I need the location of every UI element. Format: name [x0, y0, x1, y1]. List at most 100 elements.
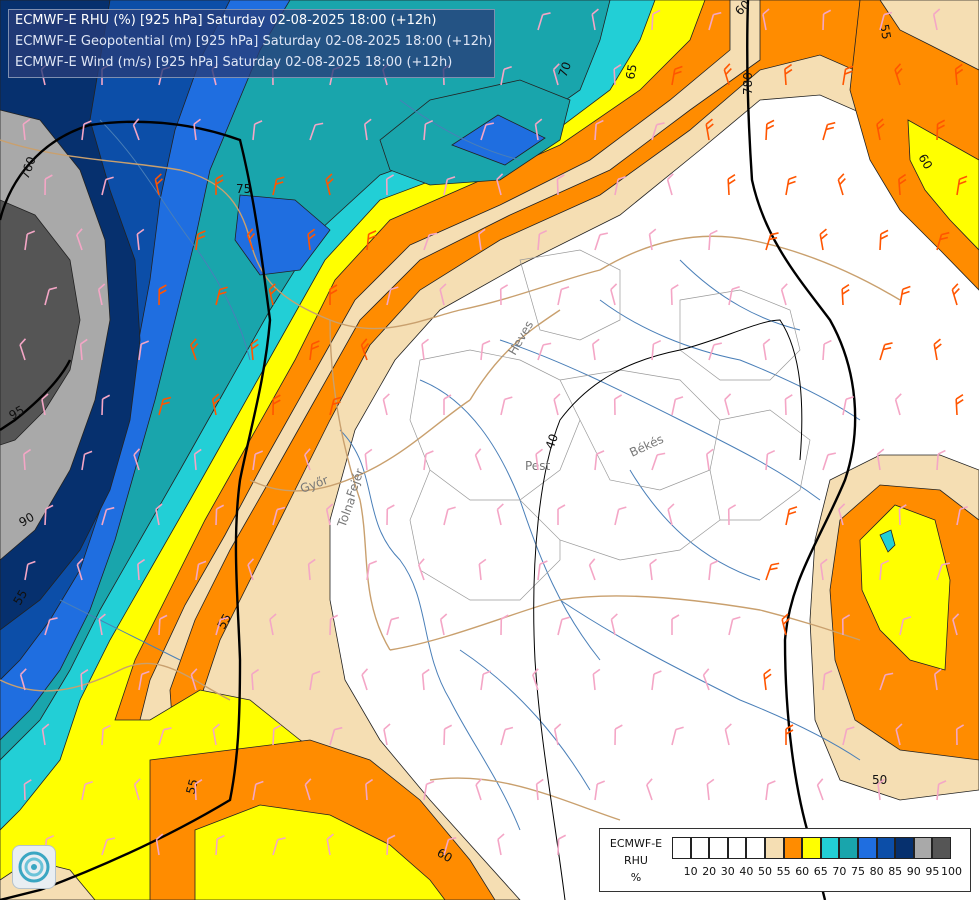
wind-barb [499, 284, 509, 306]
wind-barb [532, 668, 539, 691]
wind-barb [876, 448, 885, 471]
legend-tick-75: 75 [851, 865, 865, 878]
wind-barb [781, 613, 790, 636]
legend-tick-70: 70 [832, 865, 847, 878]
wind-barb [132, 118, 140, 141]
rhu-legend: ECMWF-E RHU % 10 20 30 40 50 55 60 65 70 75 80 85 90… [599, 828, 971, 892]
wind-barb [879, 229, 889, 251]
title-wind: ECMWF-E Wind (m/s) [925 hPa] Saturday 02… [15, 55, 453, 70]
wind-barb [537, 342, 552, 361]
wind-barb [594, 119, 604, 141]
wind-barb [553, 723, 562, 746]
wind-barb [76, 558, 84, 581]
contour-label-780: 780 [741, 72, 755, 95]
wind-barb [250, 338, 259, 361]
wind-barb [728, 285, 740, 306]
wind-barb [956, 175, 968, 196]
wind-barb [101, 394, 111, 416]
wind-barb [252, 120, 263, 141]
legend-title-model: ECMWF-E [609, 837, 663, 850]
wind-barb [537, 12, 551, 31]
wind-barb [671, 65, 683, 86]
wind-barb [537, 229, 548, 251]
wind-barb [41, 723, 50, 746]
wind-barb [101, 506, 115, 526]
wind-barb [876, 118, 885, 141]
wind-barb [365, 778, 374, 801]
wind-barb [671, 396, 684, 416]
wind-barb [137, 558, 146, 581]
wind-barb [670, 284, 679, 306]
wind-barb [500, 396, 513, 416]
wind-barb [383, 723, 391, 746]
wind-barb [933, 668, 942, 691]
wind-barb [705, 118, 714, 141]
wind-barb [423, 119, 434, 141]
rh-patch-blue-upper [451, 114, 546, 166]
wind-barb [309, 670, 321, 691]
wind-barb [785, 175, 797, 196]
wind-barb [784, 63, 793, 86]
legend-tick-95: 95 [925, 865, 940, 878]
legend-tick-20: 20 [702, 865, 717, 878]
legend-swatch-95 [913, 837, 933, 859]
wind-barb [158, 284, 167, 306]
wind-barb [423, 780, 435, 801]
wind-barb [246, 228, 256, 251]
wind-barb [307, 228, 316, 251]
wind-barb [842, 726, 855, 746]
legend-tick-55: 55 [776, 865, 791, 878]
wind-barb [474, 448, 482, 471]
wind-barb [497, 833, 505, 856]
wind-barb [158, 727, 172, 746]
legend-swatch-10 [672, 837, 691, 859]
wind-barb [955, 724, 965, 746]
wind-barb [309, 122, 324, 141]
legend-tick-60: 60 [795, 865, 810, 878]
legend-tick-10: 10 [683, 865, 698, 878]
legend-swatch-90 [895, 837, 914, 859]
wind-barb [594, 780, 606, 801]
wind-barb [649, 558, 657, 581]
contour-label-70: 70 [556, 60, 574, 79]
wind-barb [822, 452, 837, 471]
wind-barb [421, 668, 430, 691]
wind-barb [705, 448, 714, 471]
wind-barb [895, 723, 903, 746]
wind-barb [80, 668, 89, 691]
wind-barb [138, 670, 150, 691]
wind-barb [136, 228, 145, 251]
wind-barb [252, 450, 264, 471]
wind-barb [936, 119, 946, 141]
wind-barb [765, 119, 775, 141]
wind-barb [423, 450, 434, 471]
wind-barb [366, 560, 378, 581]
legend-tick-40: 40 [739, 865, 754, 878]
legend-title-unit: % [630, 871, 642, 884]
wind-barb [366, 230, 377, 251]
wind-barb [272, 724, 282, 746]
wind-barb [478, 558, 487, 581]
wind-barb [386, 286, 399, 306]
wind-barb [591, 338, 600, 361]
legend-swatch-75 [839, 837, 858, 859]
wind-barb [79, 338, 88, 361]
wind-barb [952, 613, 960, 636]
wind-barb [535, 448, 543, 471]
wind-barb [360, 338, 370, 361]
map-title-box: ECMWF-E RHU (%) [925 hPa] Saturday 02-08… [8, 9, 495, 78]
rh-band-bottom-yellow [194, 804, 446, 900]
contour-label-90: 90 [17, 510, 37, 530]
wind-barb [439, 283, 447, 306]
wind-barb [614, 506, 627, 526]
wind-barb [195, 560, 207, 581]
wind-barb [496, 173, 504, 196]
wind-barb [610, 613, 618, 636]
wind-barb [933, 338, 942, 361]
wind-barb [385, 174, 395, 196]
legend-tick-85: 85 [888, 865, 903, 878]
wind-barb [155, 503, 163, 526]
wind-barb [325, 173, 334, 196]
wind-barb [936, 449, 946, 471]
